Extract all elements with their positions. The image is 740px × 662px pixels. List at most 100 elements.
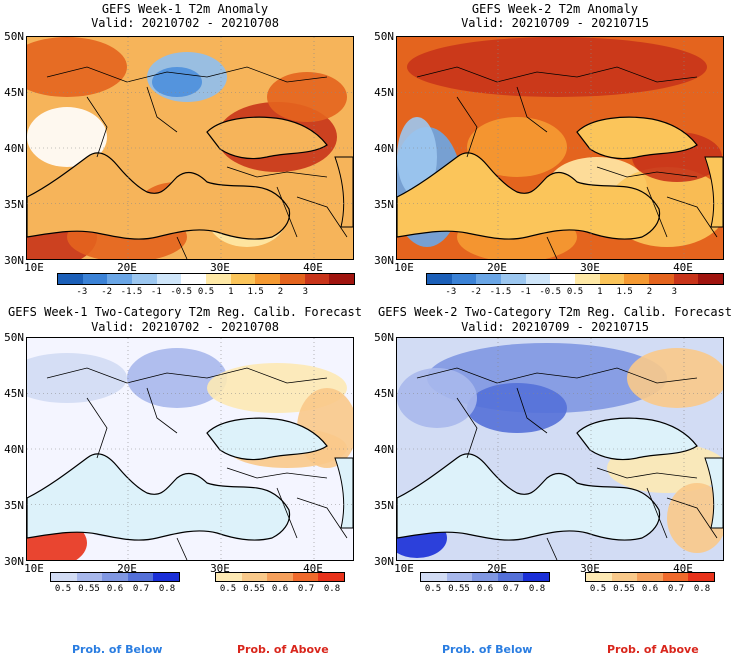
colorbar-label: -2 xyxy=(470,287,482,297)
lat-tick-label: 40N xyxy=(374,443,394,456)
colorbar-label: 1 xyxy=(597,287,603,297)
colorbar-swatch xyxy=(181,274,207,284)
colorbar-label: 0.7 xyxy=(132,584,150,594)
lat-tick-label: 45N xyxy=(4,387,24,400)
prob-above-colorbar xyxy=(585,572,715,582)
colorbar-label: -3 xyxy=(445,287,457,297)
colorbar-swatch xyxy=(501,274,526,284)
colorbar-swatch xyxy=(451,274,477,284)
prob-below-colorbar xyxy=(420,572,550,582)
colorbar-swatch xyxy=(599,274,625,284)
colorbar-swatch xyxy=(698,274,724,284)
lon-tick-label: 20E xyxy=(487,261,507,274)
prob-below-colorbar xyxy=(50,572,180,582)
colorbar-swatch xyxy=(427,274,452,284)
panel-title: GEFS Week-1 T2m Anomaly xyxy=(101,2,269,16)
colorbar-label: -1.5 xyxy=(120,287,143,297)
colorbar-label: 0.7 xyxy=(667,584,685,594)
lon-tick-label: 10E xyxy=(24,562,44,575)
colorbar-swatch xyxy=(624,274,650,284)
lat-tick-label: 45N xyxy=(4,86,24,99)
colorbar-label: 0.55 xyxy=(448,584,470,594)
colorbar-label: 0.6 xyxy=(641,584,659,594)
lat-tick-label: 40N xyxy=(4,443,24,456)
colorbar-swatch xyxy=(280,274,305,284)
colorbar-label: 0.5 xyxy=(197,287,215,297)
lon-tick-label: 30E xyxy=(210,261,230,274)
colorbar-label: 0.7 xyxy=(502,584,520,594)
prob-below-colorbar-labels: 0.5 0.55 0.6 0.7 0.8 xyxy=(50,584,180,596)
lat-tick-label: 30N xyxy=(4,254,24,267)
colorbar-swatch xyxy=(649,274,674,284)
panel-valid-dates: Valid: 20210709 - 20210715 xyxy=(461,16,649,30)
colorbar-swatch xyxy=(132,274,157,284)
colorbar-swatch xyxy=(611,573,638,581)
lat-tick-label: 50N xyxy=(374,30,394,43)
prob-above-colorbar xyxy=(215,572,345,582)
lon-tick-label: 20E xyxy=(487,562,507,575)
prob-map-week1 xyxy=(26,337,354,561)
panel-valid-dates: Valid: 20210702 - 20210708 xyxy=(91,320,279,334)
colorbar-swatch xyxy=(127,573,154,581)
colorbar-label: 0.5 xyxy=(219,584,237,594)
anomaly-colorbar-labels: -3 -2 -1.5 -1 -0.5 0.5 1 1.5 2 3 xyxy=(426,287,724,299)
colorbar-swatch xyxy=(329,274,355,284)
lat-tick-label: 35N xyxy=(374,198,394,211)
colorbar-label: 3 xyxy=(302,287,309,297)
colorbar-label: 0.8 xyxy=(693,584,711,594)
anomaly-colorbar xyxy=(426,273,724,285)
anomaly-colorbar xyxy=(57,273,355,285)
lat-tick-label: 40N xyxy=(4,142,24,155)
colorbar-label: -1 xyxy=(519,287,531,297)
prob-above-colorbar-labels: 0.5 0.55 0.6 0.7 0.8 xyxy=(585,584,715,596)
lat-tick-label: 45N xyxy=(374,86,394,99)
colorbar-swatch xyxy=(497,573,524,581)
panel-title: GEFS Week-2 T2m Anomaly xyxy=(471,2,639,16)
colorbar-swatch xyxy=(637,573,663,581)
colorbar-swatch xyxy=(51,573,77,581)
colorbar-label: 0.55 xyxy=(243,584,265,594)
colorbar-label: 0.6 xyxy=(476,584,494,594)
colorbar-swatch xyxy=(267,573,293,581)
colorbar-label: -1 xyxy=(150,287,162,297)
colorbar-label: 3 xyxy=(671,287,678,297)
lon-tick-label: 30E xyxy=(210,562,230,575)
colorbar-label: -0.5 xyxy=(539,287,561,297)
colorbar-label: 0.55 xyxy=(613,584,635,594)
panel-valid-dates: Valid: 20210709 - 20210715 xyxy=(461,320,649,334)
colorbar-swatch xyxy=(421,573,447,581)
colorbar-label: 1.5 xyxy=(247,287,264,297)
prob-map-week2 xyxy=(396,337,724,561)
colorbar-swatch xyxy=(102,573,128,581)
colorbar-label: -3 xyxy=(76,287,88,297)
colorbar-label: 0.7 xyxy=(297,584,315,594)
colorbar-swatch xyxy=(304,274,330,284)
prob-above-colorbar-labels: 0.5 0.55 0.6 0.7 0.8 xyxy=(215,584,345,596)
colorbar-label: 2 xyxy=(646,287,653,297)
colorbar-label: 0.5 xyxy=(589,584,607,594)
prob-below-legend: Prob. of Below xyxy=(72,643,163,656)
anomaly-map-week1 xyxy=(26,36,354,260)
lon-tick-label: 10E xyxy=(394,261,414,274)
colorbar-swatch xyxy=(230,274,256,284)
colorbar-label: 0.8 xyxy=(323,584,341,594)
lat-tick-label: 35N xyxy=(4,499,24,512)
colorbar-swatch xyxy=(688,573,714,581)
colorbar-swatch xyxy=(76,573,103,581)
panel-title: GEFS Week-1 Two-Category T2m Reg. Calib.… xyxy=(7,305,362,319)
lat-tick-label: 30N xyxy=(4,555,24,568)
lon-tick-label: 30E xyxy=(580,261,600,274)
lat-tick-label: 50N xyxy=(374,331,394,344)
prob-above-legend: Prob. of Above xyxy=(237,643,329,656)
colorbar-swatch xyxy=(82,274,108,284)
colorbar-label: 0.6 xyxy=(271,584,289,594)
colorbar-swatch xyxy=(255,274,281,284)
colorbar-label: 0.8 xyxy=(158,584,176,594)
colorbar-swatch xyxy=(662,573,689,581)
prob-above-legend: Prob. of Above xyxy=(607,643,699,656)
colorbar-label: 0.5 xyxy=(54,584,72,594)
colorbar-swatch xyxy=(156,274,182,284)
colorbar-swatch xyxy=(241,573,268,581)
lon-tick-label: 20E xyxy=(117,562,137,575)
lon-tick-label: 40E xyxy=(303,562,323,575)
